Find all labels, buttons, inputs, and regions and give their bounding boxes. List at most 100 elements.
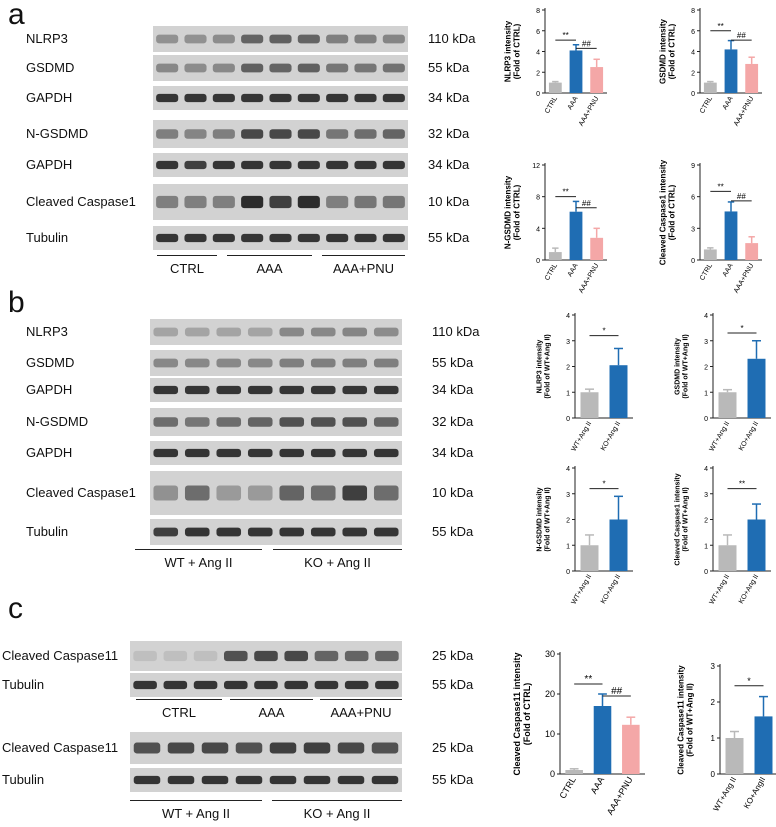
y-axis-label: (Fold of WT+Ang II) [545,334,552,398]
blot-band [184,448,210,458]
blot-band [184,485,210,501]
blot-band [382,195,405,209]
blot-band [314,650,339,662]
bar [580,392,599,418]
y-axis-label: GSDMD intensity [659,19,668,84]
blot-band [167,775,195,785]
blot-band [269,775,297,785]
blot-band [375,680,399,690]
group-label: KO + Ang II [304,555,371,570]
blot-band [254,680,278,690]
blot-band [342,448,368,458]
y-axis-label: (Fold of CTRL) [522,683,532,745]
kda-label: 55 kDa [432,677,474,692]
blot-band [216,327,242,337]
blot-band [184,417,210,427]
blot-image [153,417,399,427]
blot-band [241,160,264,170]
y-tick-label: 9 [691,163,695,170]
blot-band [310,385,336,395]
blot-band [284,680,309,690]
blot-band [279,417,305,427]
blot-band [156,129,179,139]
blot-band [297,233,320,243]
blot-band [241,129,264,139]
y-tick-label: 0 [691,91,695,98]
kda-label: 110 kDa [432,324,480,339]
blot-band [216,417,242,427]
group-line [320,699,402,700]
blot-band [326,34,349,44]
blot-label: Tubulin [2,772,45,787]
y-tick-label: 10 [545,729,555,739]
blot-band [247,417,273,427]
blot-label: GAPDH [26,157,73,172]
blot-band [201,742,229,754]
western-blot [150,319,402,345]
y-axis-label: Cleaved Caspase1 intensity [675,473,682,565]
blot-band [279,527,305,537]
blot-band [326,129,349,139]
y-tick-label: 20 [545,689,555,699]
panel-letter-a: a [8,0,25,31]
blot-band [314,680,339,690]
blot-band [212,34,235,44]
y-tick-label: 4 [566,466,570,473]
blot-band [156,93,179,103]
blot-band [269,160,292,170]
blot-band [337,742,365,754]
bar [754,716,773,774]
group-line [227,255,312,256]
blot-band [342,527,368,537]
blot-label: NLRP3 [26,31,68,46]
blot-band [382,233,405,243]
blot-band [153,485,179,501]
blot-band [310,327,336,337]
blot-label: Cleaved Caspase11 [2,648,119,663]
blot-band [153,417,179,427]
blot-band [184,63,207,73]
y-axis-label: (Fold of WT+Ang II) [683,487,690,551]
bar [593,706,612,774]
blot-image [153,327,399,337]
blot-band [297,93,320,103]
blot-band [153,358,179,368]
blot-band [373,527,399,537]
blot-band [373,417,399,427]
bar [718,392,737,418]
blot-band [371,775,399,785]
bar [747,519,766,571]
bar [565,770,583,774]
y-tick-label: 4 [704,466,708,473]
western-blot [130,768,402,792]
blot-label: Tubulin [26,230,69,245]
blot-band [354,93,377,103]
significance-label: * [740,324,743,333]
blot-band [212,195,235,209]
significance-label: ** [563,188,569,197]
kda-label: 25 kDa [432,648,474,663]
blot-band [153,448,179,458]
blot-band [156,233,179,243]
y-tick-label: 2 [711,698,716,707]
kda-label: 55 kDa [432,772,474,787]
significance-label: ** [718,182,724,191]
bar [703,249,717,260]
y-axis-label: (Fold of CTRL) [668,184,677,240]
panel-letter-c: c [8,592,23,625]
y-tick-label: 3 [566,492,570,499]
significance-label: ** [739,480,745,489]
kda-label: 34 kDa [428,157,470,172]
western-blot [150,441,402,465]
kda-label: 55 kDa [428,230,470,245]
blot-band [184,34,207,44]
blot-band [279,448,305,458]
y-axis-label: (Fold of WT+Ang II) [545,487,552,551]
y-tick-label: 1 [704,390,708,397]
y-tick-label: 6 [536,29,540,36]
